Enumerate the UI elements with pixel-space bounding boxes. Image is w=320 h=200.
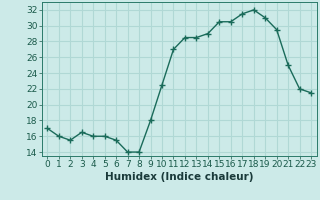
X-axis label: Humidex (Indice chaleur): Humidex (Indice chaleur) [105, 172, 253, 182]
